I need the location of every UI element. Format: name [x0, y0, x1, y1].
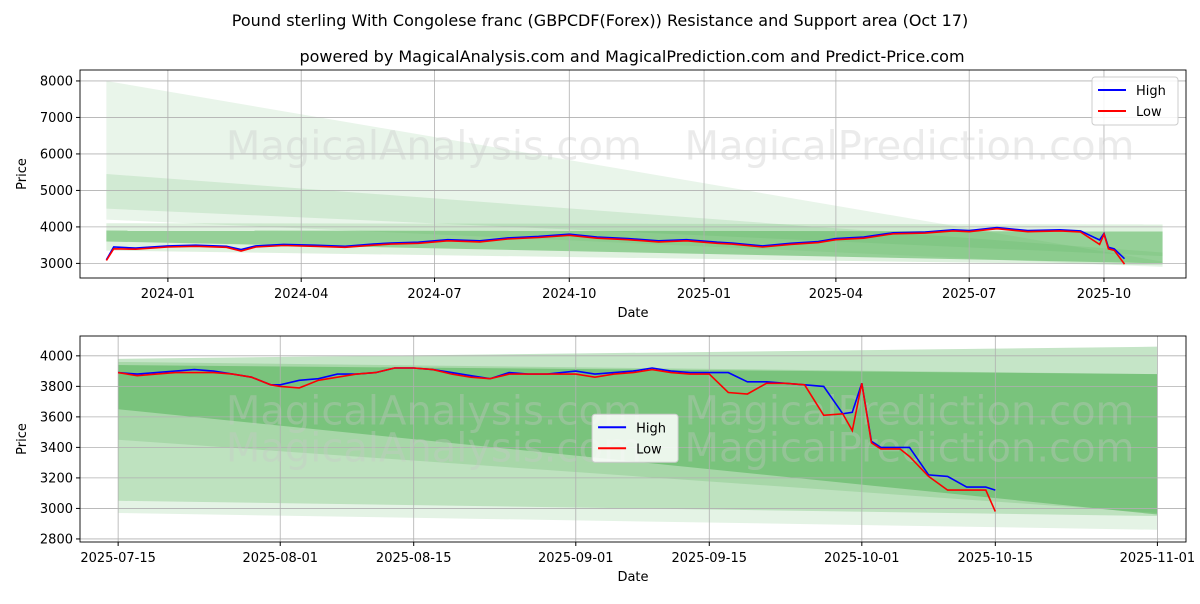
y-tick-label: 3400 — [40, 441, 73, 456]
y-tick-label: 6000 — [40, 147, 73, 162]
x-tick-label: 2025-09-01 — [538, 551, 614, 566]
x-tick-label: 2025-08-15 — [376, 551, 452, 566]
series-line-high — [105, 226, 1126, 261]
x-tick-label: 2025-10-01 — [824, 551, 900, 566]
legend: High Low — [591, 413, 679, 463]
y-tick-label: 8000 — [40, 74, 73, 89]
x-tick-label: 2025-07-15 — [80, 551, 156, 566]
plot-frame — [79, 335, 1187, 543]
watermark-text: MagicalAnalysis.com — [226, 426, 642, 472]
watermark-text: MagicalPrediction.com — [685, 123, 1135, 169]
y-tick-label: 5000 — [40, 184, 73, 199]
series-line-low — [117, 367, 997, 512]
x-tick-label: 2025-10-15 — [958, 551, 1034, 566]
x-tick-label: 2025-07 — [942, 287, 996, 302]
x-tick-label: 2025-10 — [1077, 287, 1131, 302]
x-tick-label: 2024-01 — [141, 287, 195, 302]
watermark-text: MagicalAnalysis.com — [226, 123, 642, 169]
legend-label-high: High — [1136, 84, 1166, 99]
x-tick-label: 2024-07 — [407, 287, 461, 302]
x-tick-label: 2025-01 — [677, 287, 731, 302]
legend-label-low: Low — [636, 442, 662, 457]
y-axis-label: Price — [15, 158, 30, 190]
x-tick-label: 2025-11-01 — [1120, 551, 1196, 566]
y-tick-label: 3000 — [40, 257, 73, 272]
chart-subtitle: powered by MagicalAnalysis.com and Magic… — [299, 47, 964, 66]
plot-area: MagicalAnalysis.com MagicalPrediction.com… — [80, 70, 1186, 319]
y-tick-label: 2800 — [40, 532, 73, 547]
y-tick-label: 3600 — [40, 410, 73, 425]
bottom-panel: MagicalAnalysis.com MagicalPrediction.com… — [15, 335, 1196, 585]
series-line-low — [105, 227, 1126, 265]
support-resistance-band — [106, 80, 1163, 268]
watermark-text: MagicalPrediction.com — [685, 273, 1135, 319]
x-axis-label: Date — [617, 306, 648, 321]
y-tick-label: 4000 — [40, 220, 73, 235]
x-tick-label: 2025-04 — [809, 287, 863, 302]
x-tick-label: 2025-09-15 — [671, 551, 747, 566]
support-resistance-band — [106, 230, 1163, 264]
watermark-text: MagicalPrediction.com — [685, 389, 1135, 435]
legend-label-low: Low — [1136, 105, 1162, 120]
x-axis-label: Date — [617, 570, 648, 585]
y-tick-label: 4000 — [40, 349, 73, 364]
legend: High Low — [1091, 76, 1179, 126]
y-tick-label: 3000 — [40, 502, 73, 517]
y-tick-label: 3200 — [40, 471, 73, 486]
x-tick-label: 2024-04 — [274, 287, 328, 302]
y-tick-label: 3800 — [40, 380, 73, 395]
top-panel: MagicalAnalysis.com MagicalPrediction.com… — [15, 69, 1187, 321]
watermark-text: MagicalAnalysis.com — [226, 273, 642, 319]
x-tick-label: 2024-10 — [542, 287, 596, 302]
legend-label-high: High — [636, 421, 666, 436]
chart-title: Pound sterling With Congolese franc (GBP… — [232, 11, 968, 30]
x-tick-label: 2025-08-01 — [242, 551, 318, 566]
watermark-text: MagicalAnalysis.com — [226, 389, 642, 435]
y-axis-label: Price — [15, 423, 30, 455]
y-tick-label: 7000 — [40, 111, 73, 126]
plot-frame — [79, 69, 1187, 279]
